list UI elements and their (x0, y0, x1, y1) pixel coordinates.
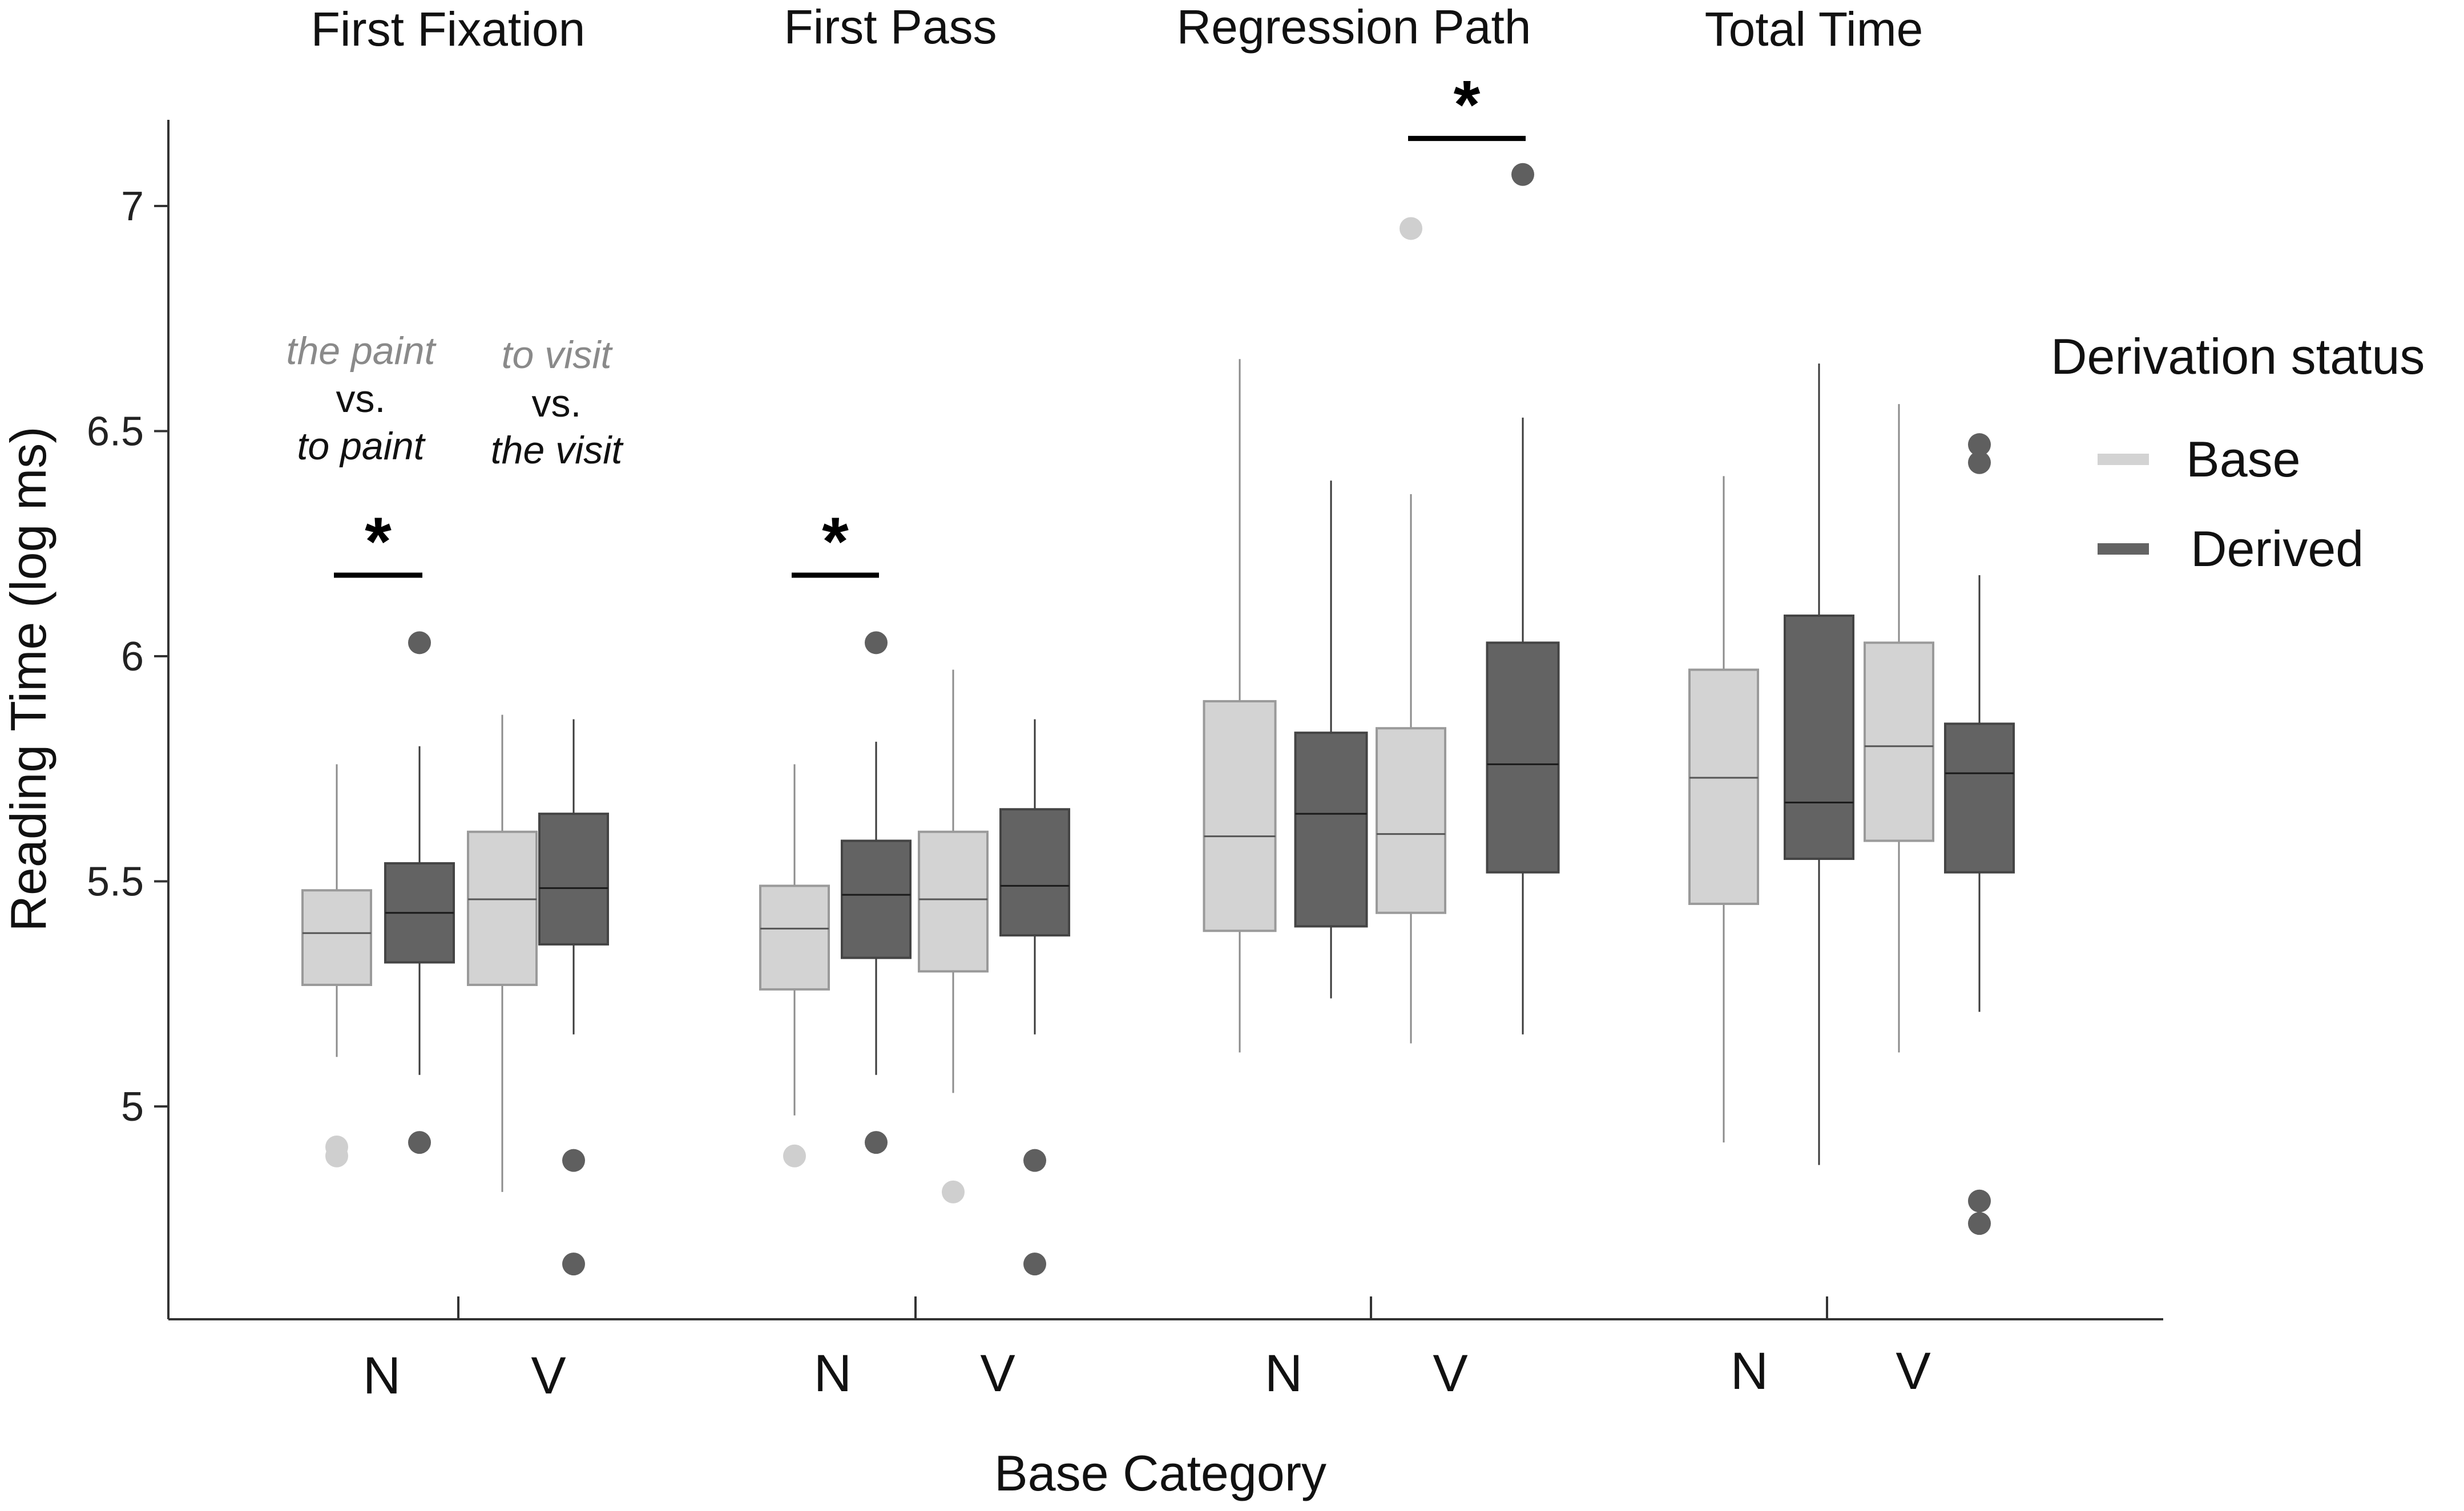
box-derived-panel3-cat0 (1784, 363, 1854, 1165)
box-derived-panel3-cat1 (1944, 433, 2015, 1235)
iqr-box (1294, 732, 1368, 928)
box-base-panel2-cat0 (1203, 359, 1277, 1053)
y-axis-title: Reading Time (log ms) (0, 426, 57, 931)
box-base-panel2-cat1 (1376, 217, 1446, 1044)
category-label-v: V (1433, 1344, 1467, 1403)
box-base-panel0-cat0 (301, 764, 372, 1167)
outlier-point (1023, 1253, 1046, 1276)
box-derived-panel2-cat0 (1294, 480, 1368, 999)
box-base-panel0-cat1 (467, 714, 538, 1192)
box-base-panel3-cat1 (1864, 404, 1934, 1053)
category-label-v: V (531, 1347, 566, 1405)
box-derived-panel0-cat1 (538, 719, 609, 1276)
legend-label-derived: Derived (2191, 520, 2364, 577)
outlier-point (325, 1136, 348, 1159)
y-tick-label: 6 (121, 634, 144, 680)
iqr-box (999, 808, 1070, 937)
box-derived-panel0-cat0 (384, 631, 455, 1154)
panel-title-first-fixation: First Fixation (311, 2, 586, 56)
iqr-box (759, 884, 830, 991)
outlier-point (562, 1253, 585, 1276)
box-derived-panel1-cat0 (841, 631, 912, 1154)
x-axis-title: Base Category (994, 1445, 1326, 1501)
y-tick-label: 5.5 (87, 859, 144, 905)
iqr-box (301, 889, 372, 986)
category-label-n: N (363, 1347, 401, 1405)
significance-star: * (822, 503, 849, 580)
iqr-box (538, 813, 609, 946)
outlier-point (1400, 217, 1422, 240)
category-label-n: N (1265, 1344, 1302, 1403)
annotation-verb-base: to visit (502, 333, 614, 377)
iqr-box (841, 839, 912, 959)
iqr-box (1203, 700, 1277, 932)
annotation-verb-derived: the visit (491, 429, 624, 472)
legend: Derivation status Base Derived (2051, 328, 2425, 577)
outlier-point (1023, 1149, 1046, 1172)
outlier-point (865, 631, 888, 655)
annotation-noun-base: the paint (287, 329, 437, 373)
iqr-box (918, 830, 989, 973)
y-axis-ticks: 5 5.5 6 6.5 7 (87, 184, 168, 1130)
box-derived-panel1-cat1 (999, 719, 1070, 1276)
outlier-point (942, 1180, 965, 1203)
outlier-point (408, 631, 431, 655)
iqr-box (1688, 668, 1759, 905)
outlier-point (1968, 451, 1991, 474)
y-tick-label: 7 (121, 184, 144, 229)
iqr-box (1376, 727, 1446, 914)
box-base-panel1-cat1 (918, 669, 989, 1203)
outlier-point (562, 1149, 585, 1172)
significance-star: * (1454, 67, 1481, 143)
outlier-point (1968, 433, 1991, 456)
category-label-n: N (1731, 1342, 1768, 1400)
significance-markers: * * * (334, 67, 1526, 580)
outlier-point (1968, 1212, 1991, 1235)
iqr-box (467, 830, 538, 986)
box-series (301, 163, 2015, 1276)
panel-title-regression-path: Regression Path (1176, 0, 1531, 54)
outlier-point (408, 1131, 431, 1154)
annotation-noun-derived: to paint (297, 425, 426, 468)
box-base-panel3-cat0 (1688, 476, 1759, 1143)
significance-star: * (365, 503, 392, 580)
panel-title-first-pass: First Pass (784, 0, 997, 54)
outlier-point (783, 1144, 806, 1167)
iqr-box (1486, 641, 1560, 874)
legend-title: Derivation status (2051, 328, 2425, 385)
outlier-point (1511, 163, 1534, 186)
box-base-panel1-cat0 (759, 764, 830, 1167)
legend-label-base: Base (2186, 431, 2301, 487)
box-derived-panel2-cat1 (1486, 163, 1560, 1035)
iqr-box (1944, 722, 2015, 874)
category-label-v: V (1896, 1342, 1930, 1400)
iqr-box (1784, 614, 1854, 860)
outlier-point (1968, 1189, 1991, 1213)
panel-title-total-time: Total Time (1705, 2, 1923, 56)
category-label-n: N (814, 1344, 852, 1403)
iqr-box (1864, 641, 1934, 842)
category-label-v: V (980, 1344, 1015, 1403)
annotation-verb-vs: vs. (532, 382, 582, 425)
annotation-noun-vs: vs. (336, 377, 386, 421)
y-tick-label: 6.5 (87, 409, 144, 455)
y-tick-label: 5 (121, 1084, 144, 1130)
outlier-point (865, 1131, 888, 1154)
